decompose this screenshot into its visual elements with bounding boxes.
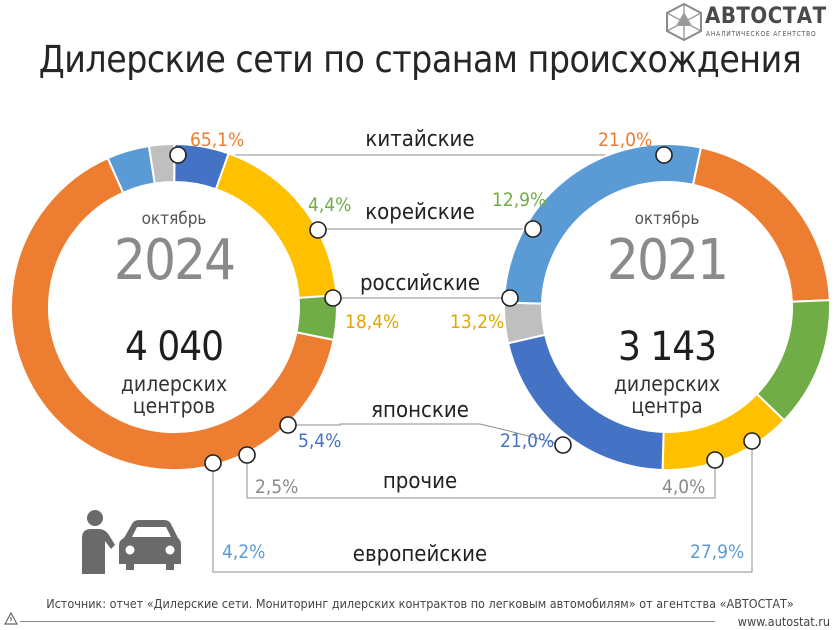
dot-2024-корейские [309,221,327,239]
segment-2024-корейские [295,293,338,342]
pct-2024-японские: 5,4% [298,430,342,452]
pct-2024-прочие: 2,5% [255,476,299,498]
category-label-корейские: корейские [365,200,475,225]
segment-2024-прочие [147,142,176,185]
pct-2024-европейские: 4,2% [222,541,266,563]
right-count-label-2: центра [631,394,703,418]
connector-lines [178,154,753,573]
footer-divider [20,621,715,622]
category-label-китайские: китайские [365,127,475,152]
dot-2024-китайские [169,146,187,164]
left-count-label-2: центров [132,394,216,418]
dot-2024-российские [324,289,342,307]
dot-2021-прочие [706,451,724,469]
dot-2021-европейские [743,432,761,450]
category-label-европейские: европейские [352,542,488,567]
dot-2024-японские [279,416,297,434]
pct-2024-российские: 18,4% [345,311,400,333]
pct-2021-корейские: 12,9% [492,189,547,211]
autostat-logo-icon [666,2,702,42]
pct-2021-российские: 13,2% [450,311,505,333]
connector-европейские [212,441,753,573]
connector-прочие [246,455,716,499]
pct-2021-европейские: 27,9% [690,541,745,563]
connector-японские [288,423,564,446]
source-note: Источник: отчет «Дилерские сети. Монитор… [46,596,794,611]
brand-tagline: АНАЛИТИЧЕСКОЕ АГЕНТСТВО [706,30,817,38]
pct-2021-прочие: 4,0% [662,476,706,498]
brand-name: АВТОСТАТ [705,4,827,29]
pct-2021-китайские: 21,0% [598,129,653,151]
left-count-label-1: дилерских [120,372,228,396]
category-label-российские: российские [359,271,481,296]
dot-2024-прочие [238,446,256,464]
segment-2024-европейские [106,144,156,195]
category-label-прочие: прочие [382,469,458,494]
warning-triangle-icon [4,612,18,625]
segment-2021-европейские [503,143,703,305]
connector-dots [169,146,761,472]
segment-2024-китайские [10,156,335,471]
left-year: 2024 [113,228,236,293]
left-month: октябрь [141,209,207,229]
right-count: 3 143 [618,324,717,370]
donut-rings [10,142,831,471]
dot-2024-европейские [204,454,222,472]
dot-2021-российские [501,289,519,307]
segment-2021-корейские [755,299,831,422]
dealer-with-car-icon [82,510,181,574]
left-count: 4 040 [125,324,224,370]
segment-2021-прочие [503,301,547,345]
right-count-label-1: дилерских [613,372,721,396]
right-month: октябрь [634,209,700,229]
dot-2021-китайские [655,146,673,164]
dot-2021-японские [554,436,572,454]
pct-2024-корейские: 4,4% [308,194,352,216]
page-title: Дилерские сети по странам происхождения [38,38,802,81]
site-url: www.autostat.ru [737,614,830,629]
dot-2021-корейские [524,220,542,238]
right-year: 2021 [606,228,729,293]
pct-2021-японские: 21,0% [500,430,555,452]
segment-2024-японские [173,142,230,191]
pct-2024-китайские: 65,1% [190,129,245,151]
category-label-японские: японские [371,398,469,423]
